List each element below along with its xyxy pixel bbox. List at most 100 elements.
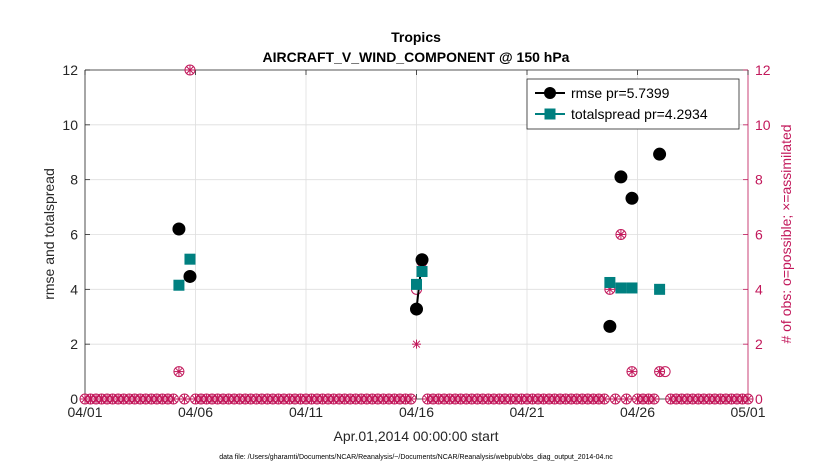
obs-star-stroke: [130, 395, 139, 403]
obs-star-stroke: [407, 395, 415, 403]
obs-star-stroke: [572, 395, 581, 403]
rmse-point: [614, 170, 628, 184]
obs-star-stroke: [368, 395, 377, 403]
rmse-point: [625, 191, 639, 205]
x-tick-label: 04/06: [178, 404, 213, 420]
obs-star-stroke: [125, 395, 133, 403]
obs-possible-marker: [626, 366, 638, 378]
obs-star-stroke: [738, 395, 747, 403]
obs-star-stroke: [468, 395, 476, 403]
x-tick-label: 04/21: [509, 404, 544, 420]
obs-star-stroke: [197, 395, 205, 403]
rmse-point: [172, 222, 186, 236]
obs-assimilated-marker: [732, 394, 742, 404]
obs-star-stroke: [230, 395, 238, 403]
obs-assimilated-marker: [257, 394, 267, 404]
obs-star-stroke: [396, 395, 404, 403]
obs-star-stroke: [479, 395, 487, 403]
totalspread-point: [626, 282, 638, 294]
obs-star-stroke: [501, 395, 509, 403]
obs-star-stroke: [490, 395, 498, 403]
obs-possible-marker: [178, 393, 190, 405]
obs-star-stroke: [578, 395, 586, 403]
plot-area: [79, 64, 754, 405]
obs-star-stroke: [285, 395, 294, 403]
obs-star-stroke: [153, 395, 161, 403]
obs-star-stroke: [379, 395, 388, 403]
obs-star-stroke: [224, 395, 233, 403]
obs-star-stroke: [550, 395, 559, 403]
obs-star-stroke: [517, 395, 526, 403]
y-tick-label: 6: [70, 227, 78, 243]
obs-star-stroke: [136, 395, 144, 403]
obs-star-stroke: [727, 395, 736, 403]
obs-star-stroke: [202, 395, 211, 403]
rmse-point: [603, 319, 617, 333]
obs-possible-marker: [167, 393, 179, 405]
obs-assimilated-marker: [323, 394, 333, 404]
obs-assimilated-marker: [213, 394, 223, 404]
obs-assimilated-marker: [113, 394, 123, 404]
y-tick-label: 2: [70, 336, 78, 352]
obs-assimilated-marker: [655, 367, 665, 377]
obs-assimilated-marker: [633, 394, 642, 404]
totalspread-point: [416, 266, 428, 278]
obs-star-stroke: [716, 395, 725, 403]
obs-star-stroke: [401, 395, 410, 403]
obs-star-stroke: [340, 395, 349, 403]
obs-star-stroke: [374, 395, 382, 403]
obs-star-stroke: [694, 395, 703, 403]
obs-possible-marker: [173, 366, 185, 378]
obs-star-stroke: [219, 395, 227, 403]
obs-star-stroke: [186, 66, 194, 74]
obs-star-stroke: [683, 395, 691, 403]
obs-star-stroke: [700, 395, 708, 403]
obs-assimilated-marker: [434, 394, 444, 404]
legend-rmse-label: rmse pr=5.7399: [571, 85, 670, 101]
obs-star-stroke: [445, 395, 454, 403]
obs-assimilated-marker: [168, 394, 178, 404]
x-axis-label: Apr.01,2014 00:00:00 start: [333, 428, 498, 444]
y-tick-label: 8: [70, 172, 78, 188]
obs-star-stroke: [302, 395, 310, 403]
obs-assimilated-marker: [179, 394, 189, 404]
obs-star-stroke: [705, 395, 714, 403]
x-tick-label: 04/11: [289, 404, 323, 420]
obs-star-stroke: [92, 395, 100, 403]
y-tick-label-right: 12: [755, 62, 771, 78]
obs-star-stroke: [677, 395, 686, 403]
totalspread-point: [654, 283, 666, 295]
y-tick-label-right: 4: [755, 281, 763, 297]
legend-totalspread-marker: [544, 108, 556, 120]
obs-star-stroke: [456, 395, 465, 403]
obs-star-stroke: [114, 395, 122, 403]
legend-box: [526, 78, 740, 130]
obs-assimilated-marker: [428, 394, 438, 404]
obs-star-stroke: [639, 395, 647, 403]
obs-possible-marker: [184, 64, 196, 76]
totalspread-point: [184, 253, 196, 265]
obs-star-stroke: [429, 395, 437, 403]
obs-star-stroke: [545, 395, 553, 403]
obs-star-stroke: [335, 395, 343, 403]
obs-star-stroke: [666, 395, 675, 403]
totalspread-point: [615, 282, 627, 294]
obs-star-stroke: [346, 395, 354, 403]
obs-star-stroke: [556, 395, 564, 403]
obs-star-stroke: [258, 395, 266, 403]
rmse-point: [415, 253, 429, 267]
obs-assimilated-marker: [693, 394, 703, 404]
obs-assimilated-marker: [406, 394, 416, 404]
obs-star-stroke: [617, 230, 625, 239]
x-tick-label: 04/26: [620, 404, 655, 420]
obs-star-stroke: [385, 395, 393, 403]
obs-assimilated-marker: [599, 394, 609, 404]
y-axis-label: rmse and totalspread: [41, 168, 57, 300]
obs-assimilated-marker: [616, 230, 626, 239]
obs-assimilated-marker: [108, 394, 118, 404]
obs-star-stroke: [313, 395, 321, 403]
obs-star-stroke: [191, 395, 200, 403]
obs-star-stroke: [269, 395, 277, 403]
obs-star-stroke: [235, 395, 244, 403]
obs-star-stroke: [390, 395, 399, 403]
